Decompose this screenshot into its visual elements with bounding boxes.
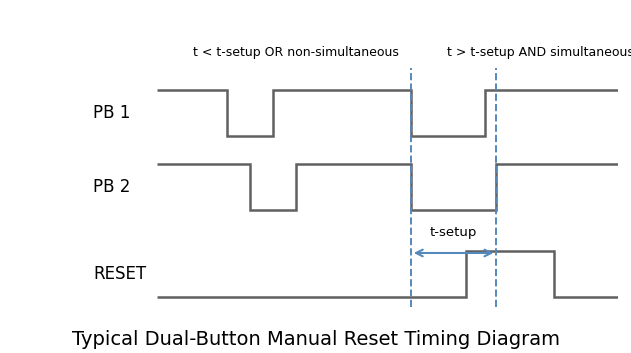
Text: PB 1: PB 1 — [93, 104, 131, 122]
Text: RESET: RESET — [93, 265, 146, 282]
Text: PB 2: PB 2 — [93, 178, 131, 196]
Text: Typical Dual-Button Manual Reset Timing Diagram: Typical Dual-Button Manual Reset Timing … — [71, 330, 560, 349]
Text: t-setup: t-setup — [430, 226, 477, 239]
Text: t < t-setup OR non-simultaneous: t < t-setup OR non-simultaneous — [193, 46, 399, 59]
Text: t > t-setup AND simultaneous: t > t-setup AND simultaneous — [447, 46, 631, 59]
